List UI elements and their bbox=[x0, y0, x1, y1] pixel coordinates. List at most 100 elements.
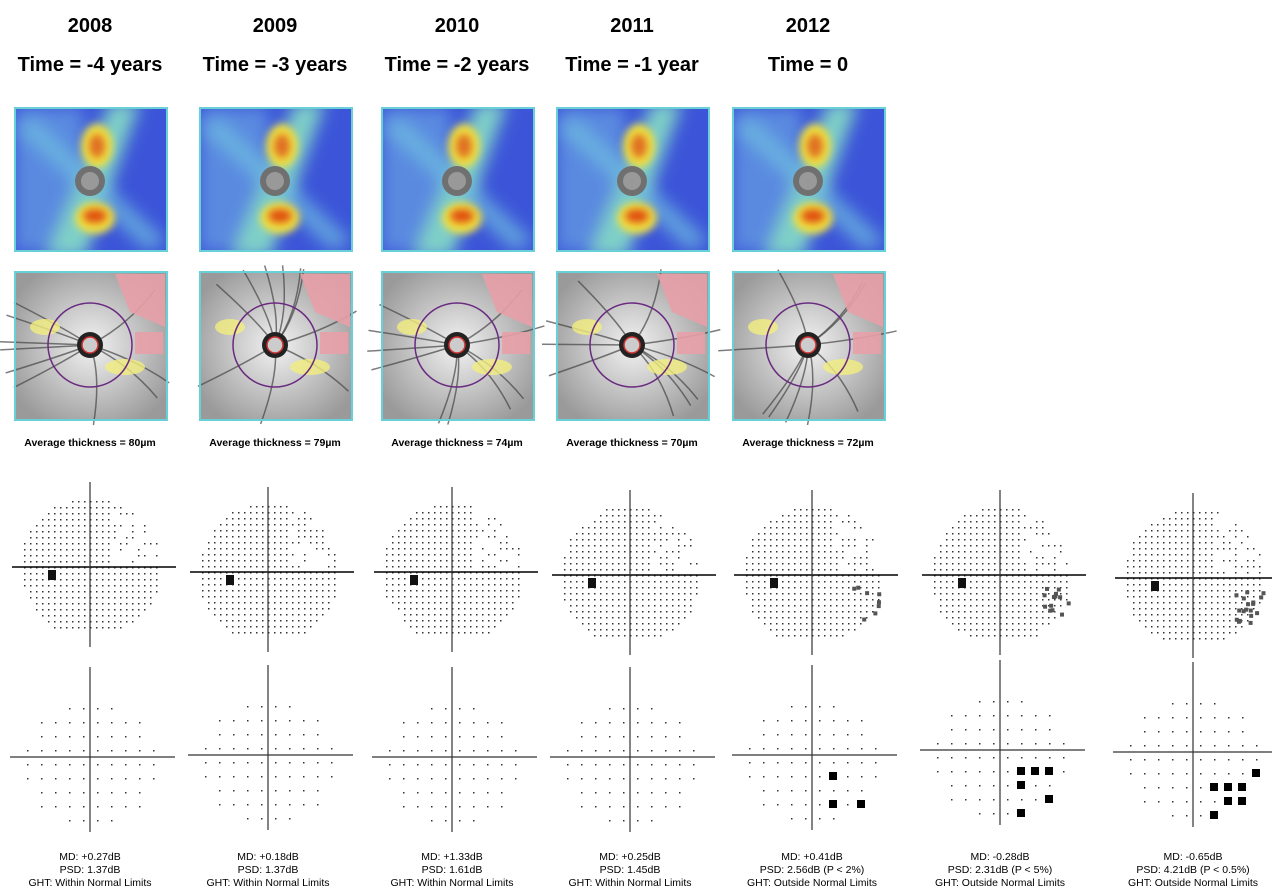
map-hot bbox=[268, 209, 292, 223]
vf-dot bbox=[1127, 590, 1129, 592]
vf-dot bbox=[144, 603, 146, 605]
vf-dot bbox=[66, 585, 68, 587]
vf-dot bbox=[102, 501, 104, 503]
pd-dot bbox=[1007, 771, 1009, 773]
vf-dot bbox=[476, 578, 478, 580]
pd-dot bbox=[595, 722, 597, 724]
vf-dot bbox=[872, 569, 874, 571]
vf-dot bbox=[854, 563, 856, 565]
vf-dot bbox=[36, 573, 38, 575]
pd-dot bbox=[219, 734, 221, 736]
vf-dot bbox=[1012, 551, 1014, 553]
vf-dot bbox=[72, 519, 74, 521]
vf-dot bbox=[96, 537, 98, 539]
vf-dot bbox=[102, 621, 104, 623]
vf-dot bbox=[416, 602, 418, 604]
vf-dot bbox=[794, 611, 796, 613]
vf-dot bbox=[292, 590, 294, 592]
vf-dot bbox=[30, 597, 32, 599]
vf-dot bbox=[1205, 560, 1207, 562]
vf-dot bbox=[66, 513, 68, 515]
vf-dot bbox=[322, 602, 324, 604]
vf-dot bbox=[518, 590, 520, 592]
vf-dot bbox=[678, 551, 680, 553]
vf-dot bbox=[1235, 590, 1237, 592]
vf-dot bbox=[78, 573, 80, 575]
pd-defect bbox=[857, 800, 865, 808]
vf-dot bbox=[232, 548, 234, 550]
vf-dot bbox=[1187, 638, 1189, 640]
vf-dot bbox=[298, 620, 300, 622]
vf-dot bbox=[132, 603, 134, 605]
vf-dot bbox=[758, 581, 760, 583]
vf-dot bbox=[1169, 638, 1171, 640]
vf-dot bbox=[1018, 599, 1020, 601]
vf-dot bbox=[976, 605, 978, 607]
vf-dot bbox=[1247, 620, 1249, 622]
vf-dot bbox=[806, 635, 808, 637]
vf-dot bbox=[392, 602, 394, 604]
vf-dot bbox=[298, 626, 300, 628]
vf-dot bbox=[1048, 599, 1050, 601]
fundus-image bbox=[718, 270, 896, 425]
pd-dot bbox=[567, 764, 569, 766]
vf-dot bbox=[500, 590, 502, 592]
vf-dot bbox=[600, 605, 602, 607]
vf-dot bbox=[286, 602, 288, 604]
vf-dot bbox=[764, 611, 766, 613]
pd-dot bbox=[431, 820, 433, 822]
vf-dot bbox=[782, 527, 784, 529]
vf-dot bbox=[446, 524, 448, 526]
vf-dot bbox=[1169, 590, 1171, 592]
vf-dot bbox=[642, 635, 644, 637]
pd-dot bbox=[623, 750, 625, 752]
pd-dot bbox=[69, 736, 71, 738]
vf-dot bbox=[54, 549, 56, 551]
vf-dot bbox=[600, 563, 602, 565]
vf-dot bbox=[624, 521, 626, 523]
vf-dot bbox=[66, 543, 68, 545]
vf-dot bbox=[238, 614, 240, 616]
vf-dot bbox=[758, 539, 760, 541]
vf-dot bbox=[982, 509, 984, 511]
ght: GHT: Within Normal Limits bbox=[390, 877, 513, 889]
vf-dot bbox=[470, 512, 472, 514]
vf-dot bbox=[156, 573, 158, 575]
pd-dot bbox=[41, 778, 43, 780]
vf-dot bbox=[994, 545, 996, 547]
vf-dot bbox=[624, 611, 626, 613]
vf-dot bbox=[518, 548, 520, 550]
vf-dot bbox=[788, 563, 790, 565]
vf-dot bbox=[824, 509, 826, 511]
vf-dot bbox=[1217, 620, 1219, 622]
vf-dot bbox=[988, 593, 990, 595]
vf-dot bbox=[1139, 602, 1141, 604]
vf-dot bbox=[488, 518, 490, 520]
vf-dot bbox=[818, 557, 820, 559]
vf-dot bbox=[752, 599, 754, 601]
pd-dot bbox=[1186, 815, 1188, 817]
vf-dot bbox=[404, 554, 406, 556]
vf-dot bbox=[1145, 530, 1147, 532]
vf-dot bbox=[440, 554, 442, 556]
vf-dot bbox=[958, 629, 960, 631]
vf-dot bbox=[446, 548, 448, 550]
vf-dot bbox=[758, 563, 760, 565]
vf-dot bbox=[500, 542, 502, 544]
vf-dot bbox=[286, 620, 288, 622]
vf-dot bbox=[256, 512, 258, 514]
vf-dot bbox=[36, 585, 38, 587]
vf-dot bbox=[292, 578, 294, 580]
vf-dot bbox=[66, 537, 68, 539]
pd-dot bbox=[1035, 729, 1037, 731]
vf-dot bbox=[612, 539, 614, 541]
vf-dot bbox=[982, 587, 984, 589]
vf-dot bbox=[150, 603, 152, 605]
vf-dot bbox=[1211, 566, 1213, 568]
vf-dot bbox=[120, 513, 122, 515]
vf-dot bbox=[1145, 572, 1147, 574]
vf-dot bbox=[138, 609, 140, 611]
vf-dot bbox=[606, 605, 608, 607]
vf-dot bbox=[842, 611, 844, 613]
vf-dot bbox=[648, 533, 650, 535]
